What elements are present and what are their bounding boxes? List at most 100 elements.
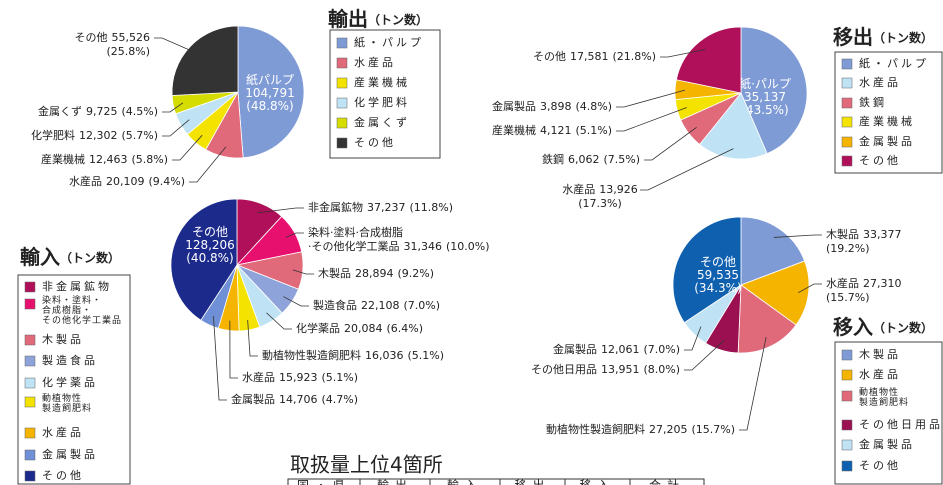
legend-swatch (24, 396, 36, 408)
leader-line (247, 320, 258, 357)
slice-percent: (48.8%) (246, 99, 293, 113)
slice-value: 17,581 (570, 50, 609, 63)
slice-label: 水産品 27,310 (15.7%) (826, 277, 902, 304)
slice-label: 化学薬品 20,084 (6.4%) (296, 321, 423, 335)
table-header: 輸出 (377, 478, 413, 485)
slice-label: 化学肥料 12,302 (5.7%) (31, 128, 158, 142)
legend-box (329, 29, 441, 159)
slice-value: 28,894 (355, 267, 394, 280)
leader-line (616, 107, 687, 132)
slice-percent: (7.0%) (404, 299, 441, 312)
leader-line (292, 269, 314, 275)
legend-label: 紙・パルプ (354, 35, 424, 49)
slice-value: 16,036 (365, 349, 404, 362)
legend-swatch (841, 97, 853, 109)
legend-label: 製造食品 (42, 353, 98, 367)
legend-label: 非金属鉱物 (42, 279, 112, 293)
slice-label: 産業機械 4,121 (5.1%) (492, 123, 612, 137)
slice-value: 12,061 (601, 343, 640, 356)
leader-line (684, 340, 725, 371)
legend-swatch (841, 116, 853, 128)
slice-percent: (19.2%) (826, 242, 870, 255)
slice-percent: (10.0%) (446, 240, 490, 253)
pie-slice (737, 284, 797, 354)
legend-swatch (336, 97, 348, 109)
slice-label: 水産品 20,109 (9.4%) (69, 175, 185, 188)
pie-slice (740, 260, 810, 326)
slice-percent: (5.1%) (575, 124, 612, 137)
slice-value: 14,706 (279, 393, 318, 406)
legend-label: 産業機械 (354, 75, 410, 89)
pie-slice (237, 25, 305, 159)
legend-swatch (24, 334, 36, 346)
legend-label: その他 (859, 459, 901, 472)
leader-line (162, 102, 184, 113)
slice-name: 鉄鋼 (542, 152, 564, 166)
legend-label: 動植物性製造飼肥料 (42, 392, 92, 414)
leader-line (257, 207, 304, 214)
legend-swatch (24, 298, 36, 310)
slice-percent: (34.3%) (694, 281, 741, 295)
title-unit: （トン数） (368, 12, 428, 27)
legend-swatch (336, 77, 348, 89)
slice-value: 33,377 (863, 228, 902, 241)
slice-percent: (5.1%) (322, 371, 359, 384)
slice-name: 金属製品 (231, 392, 275, 406)
slice-label: 製造食品 22,108 (7.0%) (313, 298, 440, 312)
slice-name: 金属製品 (492, 99, 536, 113)
chart-title: 移入（トン数） (833, 315, 933, 339)
slice-name: 産業機械 (41, 152, 85, 166)
table-header: 移出 (514, 479, 550, 485)
title-main: 移出 (833, 25, 873, 49)
legend-swatch (24, 377, 36, 389)
legend-label: 動植物性製造飼肥料 (859, 386, 909, 408)
leader-line (739, 336, 767, 431)
slice-percent: (4.7%) (322, 393, 359, 406)
slice-label: その他 128,206 (40.8%) (185, 225, 235, 265)
chart-title: 輸入（トン数） (20, 245, 120, 269)
slice-label: 金属製品 14,706 (4.7%) (231, 392, 358, 406)
table-header: 輸入 (447, 478, 483, 485)
pie-slice (740, 26, 808, 155)
slice-value: 104,791 (245, 86, 295, 100)
legend-label: 化学肥料 (354, 95, 410, 109)
slice-value: 4,121 (540, 124, 572, 137)
leader-line (640, 148, 734, 191)
leader-line (283, 296, 309, 307)
slice-percent: (5.1%) (408, 349, 445, 362)
slice-percent: (6.4%) (387, 322, 424, 335)
leader-line (285, 232, 304, 238)
legend-swatch (336, 117, 348, 129)
slice-label: 染料·塗料·合成樹脂·その他化学工業品 31,346 (10.0%) (308, 225, 490, 253)
slice-name: 産業機械 (492, 123, 536, 137)
slice-label: 金属くず 9,725 (4.5%) (38, 104, 158, 118)
legend-label: 染料・塗料・合成樹脂・その他化学工業品 (42, 294, 122, 326)
slice-percent: (25.8%) (106, 45, 150, 58)
slice-name: 水産品 (562, 183, 595, 196)
title-unit: （トン数） (60, 250, 120, 265)
slice-percent: (17.3%) (578, 197, 622, 210)
pie-slice (675, 26, 742, 94)
leader-line (213, 315, 227, 401)
legend-swatch (841, 419, 853, 431)
legend-label: その他 (859, 154, 901, 167)
legend-label: 金属くず (354, 115, 410, 129)
slice-percent: (15.7%) (691, 423, 735, 436)
slice-name: 紙·パルプ (739, 76, 791, 91)
slice-label: 木製品 33,377 (19.2%) (826, 227, 902, 255)
legend-label: その他 (354, 136, 396, 149)
table-title: 取扱量上位4箇所 (290, 453, 443, 477)
slice-value: 12,463 (89, 153, 128, 166)
slice-label: その他日用品 13,951 (8.0%) (531, 363, 680, 376)
legend-label: 金属製品 (42, 447, 98, 461)
slice-name: 紙パルプ (246, 72, 294, 87)
slice-name: 木製品 (826, 227, 859, 241)
table-header: 合計 (649, 478, 685, 485)
chart-title: 輸出（トン数） (328, 7, 428, 31)
slice-value: 27,205 (649, 423, 688, 436)
legend-label: その他 (42, 469, 84, 482)
slice-label: 非金属鉱物 37,237 (11.8%) (308, 200, 453, 214)
legend-swatch (841, 460, 853, 472)
pie-slice (672, 216, 742, 324)
table-frame (287, 478, 705, 485)
